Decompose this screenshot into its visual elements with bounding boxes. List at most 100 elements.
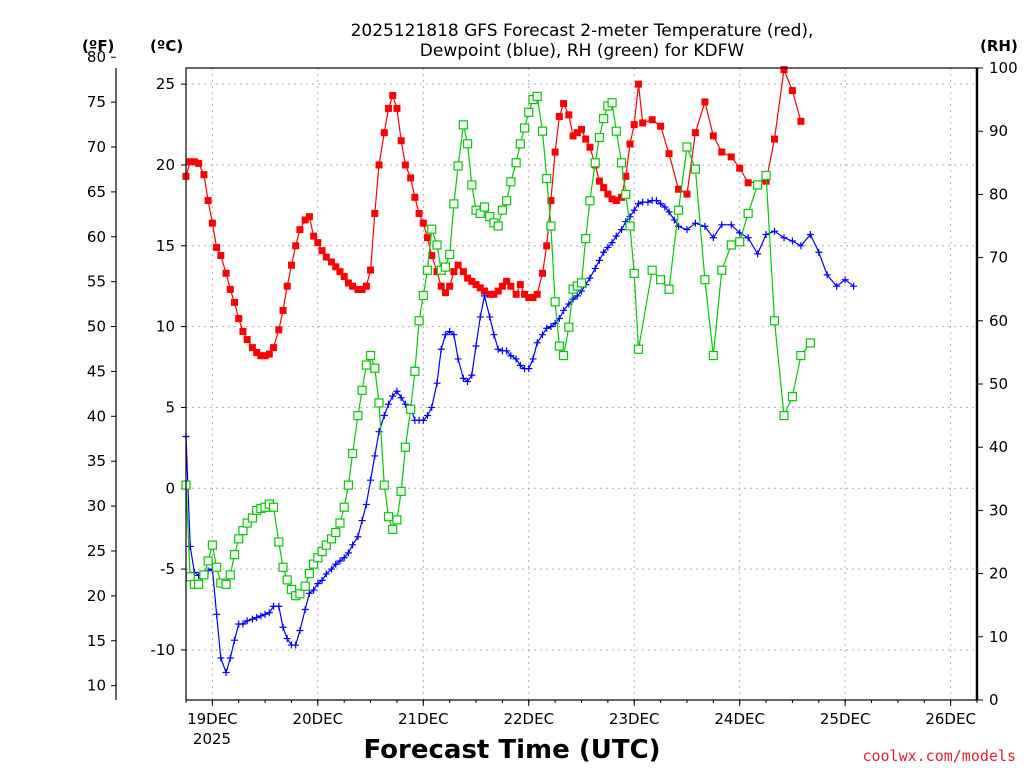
dewpoint-point: [354, 533, 362, 541]
rh-point: [211, 562, 222, 572]
rh-point: [268, 502, 279, 512]
temperature-point: [419, 219, 427, 227]
temperature-point: [701, 98, 709, 106]
rh-point: [229, 550, 240, 560]
temperature-point: [612, 197, 620, 205]
temperature-point: [375, 161, 383, 169]
fahrenheit-tick-label: 30: [87, 497, 106, 515]
dewpoint-point: [512, 355, 520, 363]
rh-point: [708, 350, 718, 361]
rh-point: [779, 411, 789, 421]
dewpoint-point: [340, 554, 348, 562]
fahrenheit-tick-label: 75: [87, 93, 106, 111]
celsius-tick-label: 20: [156, 156, 175, 174]
temperature-point: [521, 290, 529, 298]
dewpoint-point: [310, 586, 318, 594]
x-tick-label: 25DEC: [820, 710, 871, 728]
temperature-point: [190, 158, 198, 166]
x-axis-title: Forecast Time (UTC): [363, 735, 660, 765]
temperature-point: [578, 125, 585, 133]
temperature-point: [639, 119, 647, 127]
dewpoint-point: [239, 620, 247, 628]
x-tick-label: 22DEC: [503, 710, 554, 728]
fahrenheit-tick-label: 65: [87, 183, 106, 201]
dewpoint-point: [222, 669, 230, 677]
rh-point: [274, 537, 284, 547]
dewpoint-point: [231, 636, 239, 644]
temperature-point: [516, 281, 524, 289]
rh-tick-label: 10: [989, 628, 1008, 646]
temperature-point: [675, 185, 683, 193]
rh-point: [585, 196, 595, 206]
fahrenheit-tick-label: 45: [87, 362, 106, 380]
dewpoint-point: [314, 580, 322, 588]
temperature-point: [314, 239, 322, 247]
temperature-point: [296, 226, 304, 234]
temperature-point: [287, 261, 295, 269]
rh-point: [357, 385, 367, 395]
rh-point: [479, 202, 490, 212]
temperature-point: [665, 150, 673, 158]
temperature-point: [257, 352, 265, 360]
rh-point: [805, 338, 815, 348]
rh-point: [445, 249, 455, 260]
dewpoint-point: [437, 345, 445, 353]
dewpoint-point: [806, 230, 814, 238]
temperature-point: [328, 258, 336, 266]
dewpoint-point: [362, 500, 370, 508]
temperature-point: [648, 116, 656, 124]
temperature-point: [736, 164, 744, 172]
rh-point: [427, 224, 437, 234]
dewpoint-point: [525, 365, 533, 373]
dewpoint-point: [754, 250, 762, 258]
dewpoint-point: [296, 626, 304, 634]
rh-point: [629, 268, 639, 278]
dewpoint-point: [464, 378, 472, 386]
fahrenheit-tick-label: 50: [87, 318, 106, 336]
dewpoint-point: [670, 216, 678, 224]
dewpoint-point: [257, 612, 265, 620]
data-series: [181, 66, 858, 677]
celsius-tick-label: 25: [156, 75, 175, 93]
temperature-point: [186, 158, 194, 166]
dewpoint-point: [771, 227, 779, 235]
temperature-point: [441, 289, 449, 297]
rh-point: [761, 170, 771, 181]
temperature-point: [248, 344, 256, 352]
rh-point: [502, 196, 512, 206]
dewpoint-point: [560, 306, 568, 314]
rh-point: [339, 502, 349, 512]
celsius-tick-label: 5: [165, 398, 175, 416]
temperature-point: [371, 209, 379, 217]
rh-point: [726, 240, 736, 250]
temperature-point: [384, 104, 392, 112]
dewpoint-point: [494, 345, 502, 353]
gridlines: [186, 68, 977, 700]
dewpoint-point: [630, 206, 638, 214]
dewpoint-point: [433, 379, 441, 387]
rh-point: [278, 562, 288, 572]
rh-point: [519, 123, 530, 133]
celsius-tick-label: -5: [160, 560, 175, 578]
rh-point: [194, 579, 204, 589]
temperature-point: [454, 261, 462, 269]
fahrenheit-tick-label: 15: [87, 632, 106, 650]
rh-tick-label: 70: [989, 249, 1008, 267]
dewpoint-point: [533, 339, 541, 347]
dewpoint-point: [265, 609, 273, 617]
dewpoint-point: [797, 242, 805, 250]
temperature-point: [332, 263, 340, 271]
temperature-point: [446, 282, 454, 290]
rh-point: [717, 265, 727, 275]
dewpoint-point: [261, 610, 269, 618]
rh-point: [607, 98, 617, 108]
temperature-point: [626, 140, 634, 148]
rh-point: [410, 366, 420, 376]
temperature-point: [401, 161, 409, 169]
dewpoint-point: [595, 256, 603, 264]
dewpoint-point: [538, 331, 546, 339]
dewpoint-point: [788, 237, 796, 245]
rh-tick-label: 100: [989, 59, 1018, 77]
rh-point: [414, 316, 424, 326]
